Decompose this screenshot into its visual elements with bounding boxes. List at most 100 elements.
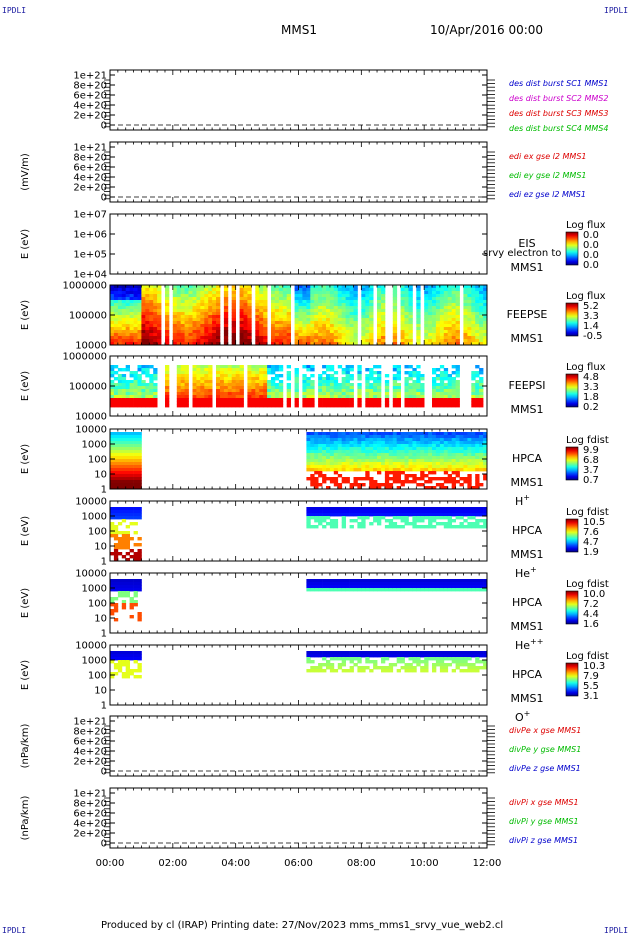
spectrogram-cell (204, 333, 208, 336)
spectrogram-cell (322, 300, 326, 303)
spectrogram-cell (181, 386, 185, 389)
spectrogram-cell (314, 525, 318, 528)
spectrogram-cell (471, 401, 475, 404)
spectrogram-cell (405, 377, 409, 380)
spectrogram-cell (330, 386, 334, 389)
spectrogram-cell (122, 380, 126, 383)
spectrogram-cell (322, 588, 326, 591)
spectrogram-cell (302, 392, 306, 395)
spectrogram-cell (475, 380, 479, 383)
spectrogram-cell (346, 300, 350, 303)
spectrogram-cell (240, 315, 244, 318)
spectrogram-cell (436, 483, 440, 486)
spectrogram-cell (354, 297, 358, 300)
spectrogram-cell (467, 441, 471, 444)
spectrogram-cell (326, 585, 330, 588)
spectrogram-cell (177, 288, 181, 291)
spectrogram-cell (263, 294, 267, 297)
spectrogram-cell (475, 371, 479, 374)
spectrogram-cell (334, 327, 338, 330)
spectrogram-cell (405, 398, 409, 401)
spectrogram-cell (393, 462, 397, 465)
spectrogram-cell (334, 339, 338, 342)
spectrogram-cell (145, 288, 149, 291)
spectrogram-cell (302, 386, 306, 389)
spectrogram-cell (432, 371, 436, 374)
spectrogram-cell (452, 525, 456, 528)
spectrogram-cell (118, 510, 122, 513)
spectrogram-cell (448, 288, 452, 291)
spectrogram-cell (263, 327, 267, 330)
spectrogram-cell (448, 336, 452, 339)
spectrogram-cell (385, 450, 389, 453)
spectrogram-cell (244, 285, 248, 288)
spectrogram-cell (479, 510, 483, 513)
spectrogram-cell (342, 404, 346, 407)
spectrogram-cell (389, 510, 393, 513)
spectrogram-cell (126, 513, 130, 516)
spectrogram-cell (342, 297, 346, 300)
spectrogram-cell (244, 333, 248, 336)
spectrogram-cell (212, 291, 216, 294)
spectrogram-cell (110, 294, 114, 297)
spectrogram-cell (346, 435, 350, 438)
spectrogram-cell (157, 336, 161, 339)
spectrogram-cell (440, 513, 444, 516)
spectrogram-cell (354, 309, 358, 312)
spectrogram-cell (275, 386, 279, 389)
spectrogram-cell (310, 435, 314, 438)
spectrogram-cell (416, 330, 420, 333)
spectrogram-cell (416, 516, 420, 519)
spectrogram-cell (275, 291, 279, 294)
spectrogram-cell (208, 321, 212, 324)
spectrogram-cell (452, 315, 456, 318)
spectrogram-cell (405, 585, 409, 588)
spectrogram-cell (196, 318, 200, 321)
spectrogram-cell (236, 392, 240, 395)
spectrogram-cell (200, 297, 204, 300)
spectrogram-cell (405, 392, 409, 395)
spectrogram-cell (424, 453, 428, 456)
spectrogram-cell (110, 468, 114, 471)
spectrogram-cell (177, 336, 181, 339)
spectrogram-cell (287, 288, 291, 291)
spectrogram-cell (440, 441, 444, 444)
spectrogram-cell (157, 306, 161, 309)
spectrogram-cell (342, 371, 346, 374)
spectrogram-cell (393, 438, 397, 441)
spectrogram-cell (432, 327, 436, 330)
spectrogram-cell (224, 374, 228, 377)
spectrogram-cell (432, 471, 436, 474)
spectrogram-cell (365, 318, 369, 321)
spectrogram-cell (436, 450, 440, 453)
spectrogram-cell (114, 477, 118, 480)
spectrogram-cell (409, 374, 413, 377)
spectrogram-cell (263, 321, 267, 324)
spectrogram-cell (389, 456, 393, 459)
spectrogram-cell (145, 291, 149, 294)
spectrogram-cell (361, 582, 365, 585)
spectrogram-cell (436, 324, 440, 327)
spectrogram-cell (342, 321, 346, 324)
spectrogram-cell (350, 465, 354, 468)
spectrogram-cell (326, 404, 330, 407)
spectrogram-cell (420, 474, 424, 477)
spectrogram-cell (369, 377, 373, 380)
spectrogram-cell (338, 321, 342, 324)
spectrogram-cell (318, 327, 322, 330)
spectrogram-cell (393, 321, 397, 324)
y-tick-label: 100000 (69, 382, 107, 393)
spectrogram-cell (357, 368, 361, 371)
spectrogram-cell (110, 465, 114, 468)
spectrogram-cell (357, 582, 361, 585)
spectrogram-cell (452, 465, 456, 468)
spectrogram-cell (479, 339, 483, 342)
spectrogram-cell (373, 447, 377, 450)
spectrogram-cell (409, 312, 413, 315)
spectrogram-cell (114, 401, 118, 404)
spectrogram-cell (342, 507, 346, 510)
spectrogram-cell (196, 339, 200, 342)
spectrogram-cell (271, 294, 275, 297)
spectrogram-cell (255, 386, 259, 389)
spectrogram-cell (416, 374, 420, 377)
